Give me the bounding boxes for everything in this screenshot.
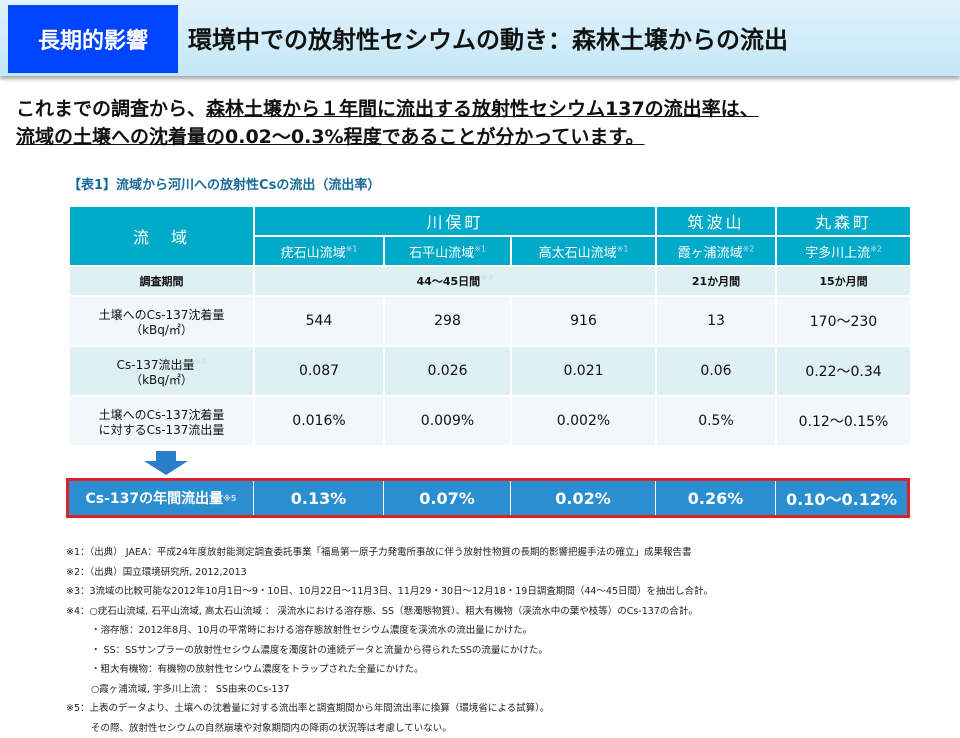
- footnote: ※5：上表のデータより、土壌への沈着量に対する流出率と調査期間から年間流出率に換…: [66, 699, 713, 719]
- table-cell: 15か月間: [776, 266, 911, 296]
- group-header: 川俣町: [254, 206, 656, 236]
- table-cell: 0.087: [254, 346, 384, 396]
- row-label: Cs-137流出量※4（kBq/㎡）: [69, 346, 254, 396]
- down-arrow-icon: [144, 451, 188, 475]
- basin-header: 宇多川上流※2: [776, 236, 911, 266]
- table-cell: 21か月間: [656, 266, 776, 296]
- header-bar: 長期的影響 環境中での放射性セシウムの動き：森林土壌からの流出: [0, 0, 960, 76]
- basin-header: 疣石山流域※1: [254, 236, 384, 266]
- category-badge: 長期的影響: [8, 5, 178, 73]
- group-header: 筑波山: [656, 206, 776, 236]
- basin-header: 霞ヶ浦流域※2: [656, 236, 776, 266]
- footnote: ・粗大有機物：有機物の放射性セシウム濃度をトラップされた全量にかけた。: [66, 660, 713, 680]
- row-label: 調査期間: [69, 266, 254, 296]
- result-label: Cs-137の年間流出量※5: [69, 481, 254, 515]
- footnote: ○霞ヶ浦流域, 宇多川上流 ： SS由来のCs-137: [66, 680, 713, 700]
- group-header: 丸森町: [776, 206, 911, 236]
- table-cell: 0.22～0.34: [776, 346, 911, 396]
- table-cell: 0.12～0.15%: [776, 396, 911, 446]
- footnote: ※4：○疣石山流域, 石平山流域, 高太石山流域 ： 渓流水における溶存態、SS…: [66, 602, 713, 622]
- row-label: 土壌へのCs-137沈着量に対するCs-137流出量: [69, 396, 254, 446]
- result-value: 0.13%: [254, 481, 384, 515]
- footnote: ※1：（出典） JAEA：平成24年度放射能測定調査委託事業「福島第一原子力発電…: [66, 543, 713, 563]
- table-row: 調査期間 44～45日間※3 21か月間 15か月間: [69, 266, 911, 296]
- basin-header: 石平山流域※1: [384, 236, 511, 266]
- table-cell: 916: [511, 296, 656, 346]
- lead-line1-a: これまでの調査から、: [16, 98, 206, 120]
- corner-header: 流 域: [69, 206, 254, 266]
- table-cell: 0.026: [384, 346, 511, 396]
- basin-header: 高太石山流域※1: [511, 236, 656, 266]
- result-value: 0.26%: [656, 481, 776, 515]
- footnote: ※3：3流域の比較可能な2012年10月1日～9・10日、10月22日～11月3…: [66, 582, 713, 602]
- table-cell: 0.5%: [656, 396, 776, 446]
- footnotes: ※1：（出典） JAEA：平成24年度放射能測定調査委託事業「福島第一原子力発電…: [66, 543, 713, 738]
- table-cell: 0.009%: [384, 396, 511, 446]
- lead-text: これまでの調査から、森林土壌から１年間に流出する放射性セシウム137の流出率は、…: [16, 95, 759, 151]
- table-cell: 0.06: [656, 346, 776, 396]
- table-caption: 【表1】流域から河川への放射性Csの流出（流出率）: [68, 174, 380, 193]
- result-value: 0.10～0.12%: [776, 481, 907, 515]
- table-cell: 44～45日間※3: [254, 266, 656, 296]
- row-label: 土壌へのCs-137沈着量（kBq/㎡）: [69, 296, 254, 346]
- table-cell: 544: [254, 296, 384, 346]
- footnote: ※2：（出典）国立環境研究所, 2012,2013: [66, 563, 713, 583]
- footnote: ・ SS：SSサンプラーの放射性セシウム濃度を濁度計の連続データと流量から得られ…: [66, 641, 713, 661]
- table-cell: 0.021: [511, 346, 656, 396]
- table-cell: 298: [384, 296, 511, 346]
- lead-line2: 流域の土壌への沈着量の0.02～0.3%程度であることが分かっています。: [16, 126, 645, 148]
- footnote: ・溶存態：2012年8月、10月の平常時における溶存態放射性セシウム濃度を渓流水…: [66, 621, 713, 641]
- table-cell: 0.016%: [254, 396, 384, 446]
- table-cell: 13: [656, 296, 776, 346]
- page-title: 環境中での放射性セシウムの動き：森林土壌からの流出: [188, 20, 788, 55]
- result-value: 0.07%: [384, 481, 511, 515]
- table-cell: 0.002%: [511, 396, 656, 446]
- result-value: 0.02%: [511, 481, 656, 515]
- footnote: その際、放射性セシウムの自然崩壊や対象期間内の降雨の状況等は考慮していない。: [66, 719, 713, 738]
- lead-line1-b: 森林土壌から１年間に流出する放射性セシウム137の流出率は、: [206, 98, 759, 120]
- table-cell: 170～230: [776, 296, 911, 346]
